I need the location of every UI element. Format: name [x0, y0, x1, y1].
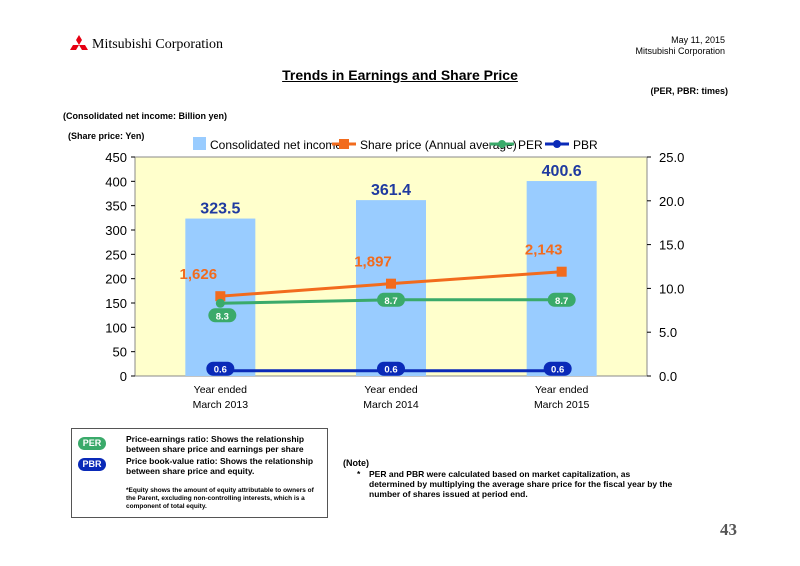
note-text: PER and PBR were calculated based on mar…: [369, 469, 673, 499]
y-left-tick-label: 400: [105, 174, 127, 189]
x-tick-label: March 2015: [534, 399, 590, 411]
pbr-data-label: 0.6: [551, 365, 564, 376]
y-left-tick-label: 300: [105, 223, 127, 238]
y-left-tick-label: 450: [105, 150, 127, 165]
y-left-tick-label: 100: [105, 320, 127, 335]
pbr-badge-bg: [543, 361, 572, 376]
note-body: * PER and PBR were calculated based on m…: [357, 469, 677, 499]
legend-swatch-net-income: [193, 137, 206, 150]
y-left-tick-label: 150: [105, 296, 127, 311]
report-date: May 11, 2015: [671, 35, 725, 45]
share-price-data-label: 1,897: [354, 254, 392, 271]
x-tick-label: Year ended: [364, 384, 417, 396]
pbr-description: Price book-value ratio: Shows the relati…: [126, 456, 314, 476]
page-number: 43: [720, 520, 737, 539]
y-right-tick-label: 25.0: [659, 150, 684, 165]
y-left-tick-label: 250: [105, 247, 127, 262]
bar-data-label: 361.4: [371, 182, 411, 199]
per-data-label: 8.7: [555, 296, 568, 307]
per-data-label: 8.7: [384, 296, 397, 307]
company-logo: Mitsubishi Corporation: [68, 35, 223, 55]
share-price-data-label: 2,143: [525, 242, 563, 259]
x-tick-label: Year ended: [535, 384, 588, 396]
bar-net-income: [526, 181, 597, 376]
unit-share-price: (Share price: Yen): [68, 131, 145, 141]
y-right-tick-label: 5.0: [659, 325, 677, 340]
pbr-data-label: 0.6: [214, 365, 227, 376]
per-data-label: 8.3: [216, 311, 229, 322]
share-price-point: [556, 266, 567, 277]
legend-label-per: PER: [518, 138, 543, 152]
pbr-badge-bg: [377, 361, 405, 376]
x-tick-label: March 2014: [363, 399, 419, 411]
y-left-tick-label: 0: [120, 369, 127, 384]
y-right-tick-label: 15.0: [659, 238, 684, 253]
y-left-tick-label: 50: [113, 345, 127, 360]
share-price-point: [215, 291, 226, 302]
pbr-data-label: 0.6: [384, 365, 397, 376]
earnings-share-price-chart: 0 50 100 150 200 250 300 350 400 450 0.0 5.0 10.0 15.…: [105, 137, 684, 411]
legend-marker-share-price: [339, 139, 349, 149]
per-badge: PER: [78, 437, 106, 450]
share-price-data-label: 1,626: [180, 266, 218, 283]
pbr-badge: PBR: [78, 458, 106, 471]
per-point: [215, 298, 225, 308]
equity-footnote: *Equity shows the amount of equity attri…: [126, 487, 314, 510]
y-right-tick-label: 0.0: [659, 369, 677, 384]
legend-marker-per: [498, 140, 506, 148]
legend-label-pbr: PBR: [573, 138, 598, 152]
y-left-tick-label: 350: [105, 199, 127, 214]
y-left-tick-label: 200: [105, 272, 127, 287]
page-title: Trends in Earnings and Share Price: [282, 67, 518, 83]
x-tick-label: March 2013: [193, 399, 249, 411]
note-bullet: *: [357, 469, 361, 479]
per-description: Price-earnings ratio: Shows the relation…: [126, 434, 305, 454]
three-diamonds-icon: [70, 35, 88, 50]
legend-label-share-price: Share price (Annual average): [360, 138, 517, 152]
unit-net-income: (Consolidated net income: Billion yen): [63, 111, 228, 121]
legend-marker-pbr: [553, 140, 561, 148]
legend-label-net-income: Consolidated net income: [210, 138, 342, 152]
unit-per-pbr: (PER, PBR: times): [650, 86, 728, 96]
per-badge-bg: [377, 292, 405, 307]
note-title: (Note): [343, 458, 369, 468]
pbr-badge-bg: [206, 361, 235, 376]
company-name: Mitsubishi Corporation: [92, 37, 224, 52]
bar-data-label: 323.5: [200, 201, 240, 218]
per-badge-bg: [547, 292, 576, 307]
legend-box: PER Price-earnings ratio: Shows the rela…: [71, 428, 328, 518]
bar-data-label: 400.6: [542, 163, 582, 180]
y-right-tick-label: 10.0: [659, 281, 684, 296]
per-badge-bg: [208, 308, 237, 323]
report-company: Mitsubishi Corporation: [635, 46, 725, 56]
y-right-tick-label: 20.0: [659, 194, 684, 209]
date-block: May 11, 2015 Mitsubishi Corporation: [635, 35, 725, 57]
x-tick-label: Year ended: [194, 384, 247, 396]
share-price-point: [386, 278, 396, 289]
